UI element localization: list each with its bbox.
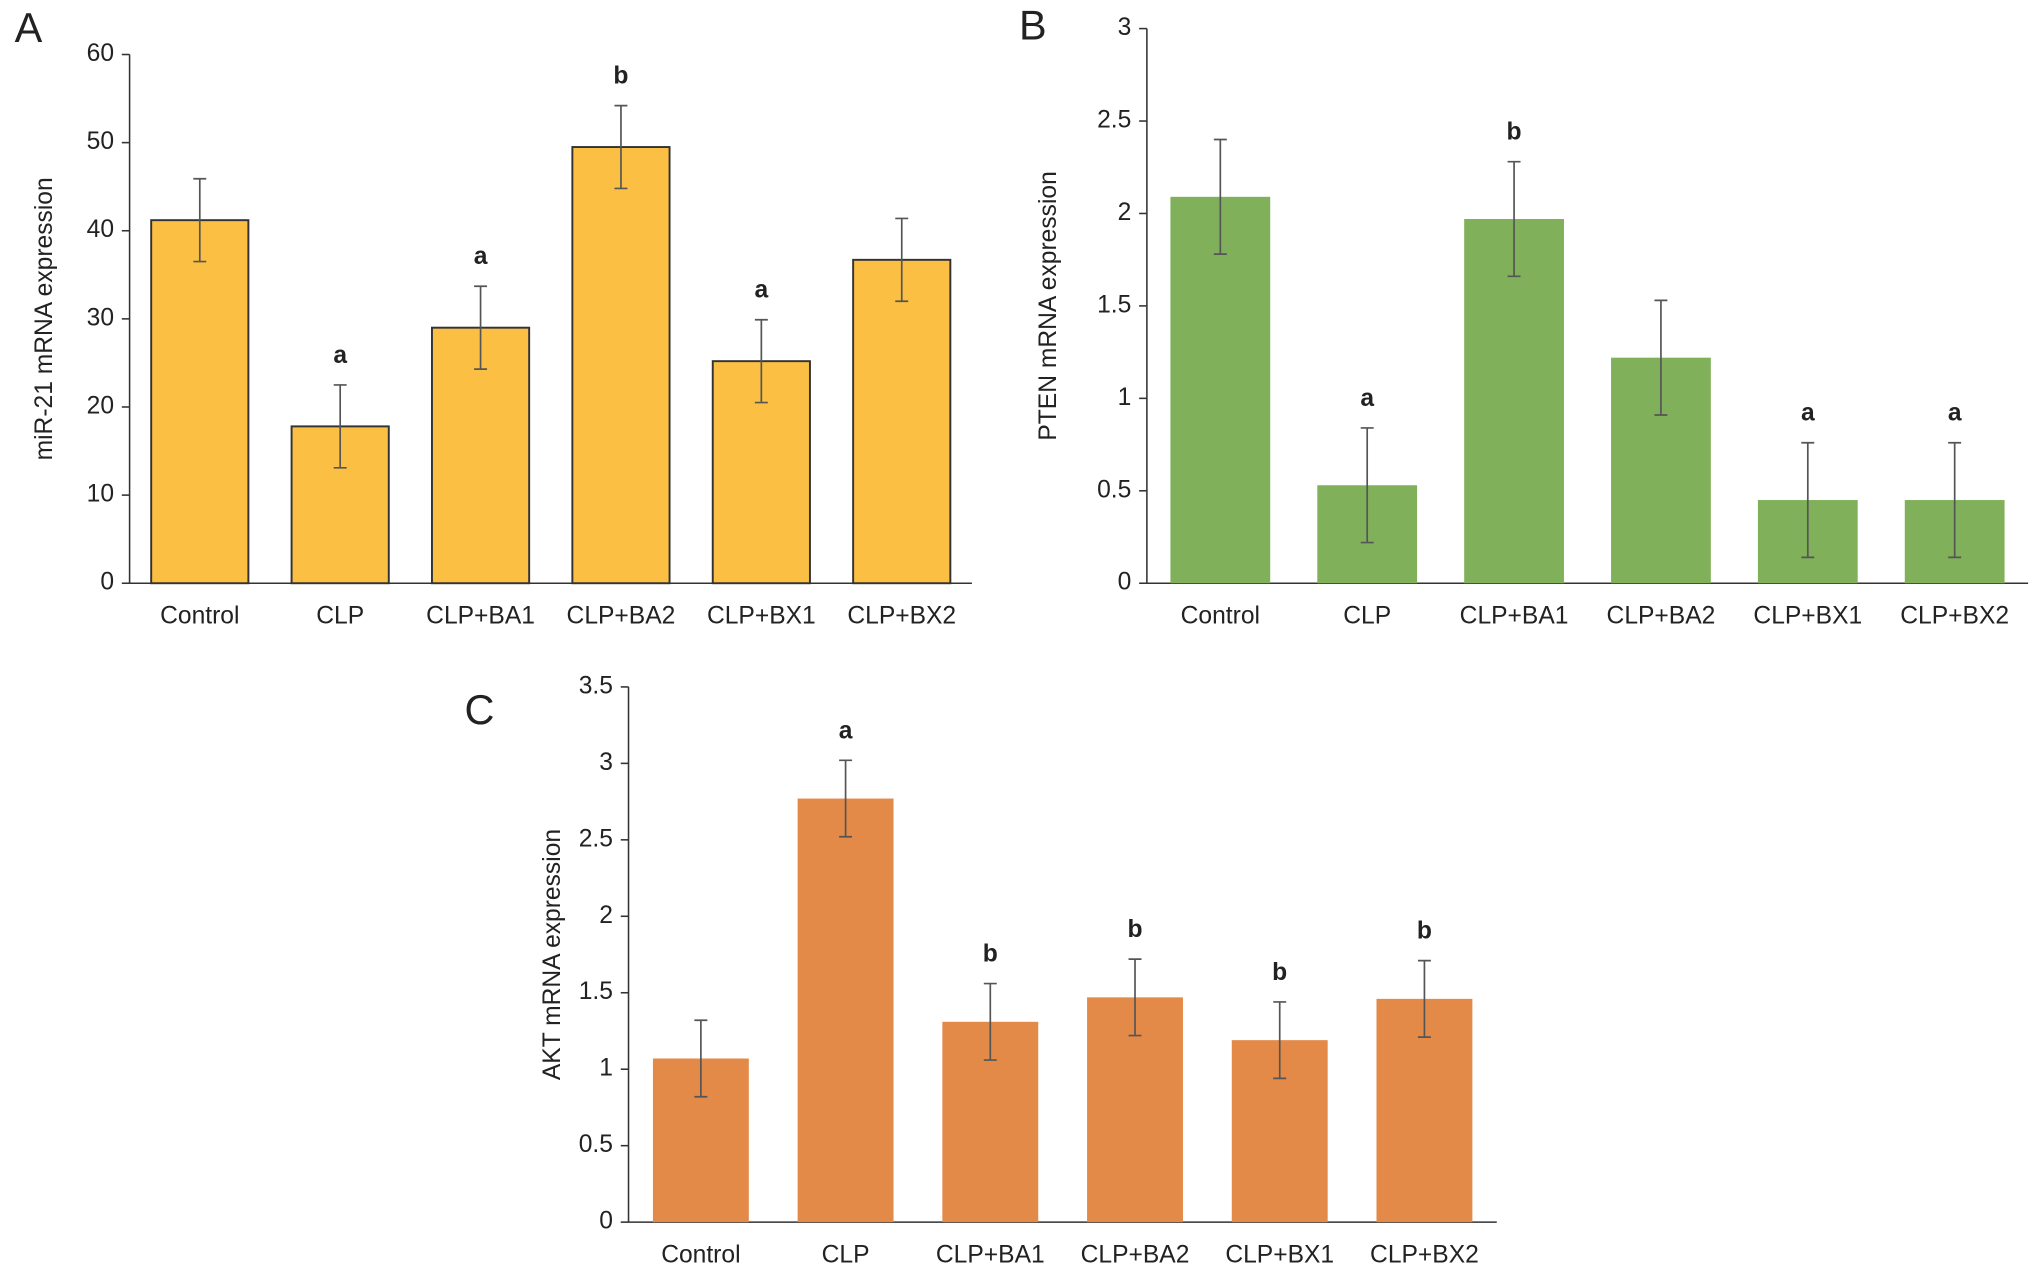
y-tick-label: 30 — [87, 304, 114, 331]
panel-label: B — [1019, 2, 1047, 49]
x-tick-label: CLP+BA2 — [567, 602, 676, 629]
significance-label: b — [613, 63, 628, 90]
error-bar — [1273, 1001, 1287, 1080]
y-tick-label: 0.5 — [1097, 476, 1131, 503]
y-tick-label: 0 — [599, 1208, 613, 1235]
x-tick-label: CLP — [316, 602, 364, 629]
bar — [797, 798, 894, 1223]
error-bar — [193, 177, 207, 263]
significance-label: a — [1948, 400, 1962, 427]
y-tick-label: 60 — [87, 40, 114, 67]
y-tick-label: 2 — [599, 902, 613, 929]
y-axis-label: AKT mRNA expression — [539, 829, 566, 1080]
error-bar — [1360, 427, 1374, 544]
x-tick-label: Control — [661, 1241, 740, 1268]
y-tick-label: 40 — [87, 216, 114, 243]
error-bar — [614, 104, 628, 190]
error-bar — [1948, 441, 1962, 559]
x-tick-label: CLP+BA2 — [1081, 1241, 1190, 1268]
significance-label: a — [1360, 385, 1374, 412]
bar — [571, 146, 671, 585]
x-tick-label: CLP+BA1 — [426, 602, 535, 629]
panel-label: A — [15, 4, 43, 51]
y-tick-label: 3 — [599, 749, 613, 776]
error-bar — [474, 285, 488, 370]
bar — [150, 219, 250, 585]
y-tick-label: 3.5 — [579, 672, 613, 699]
y-tick-label: 1 — [599, 1055, 613, 1082]
bar — [1170, 196, 1271, 584]
significance-label: a — [755, 277, 769, 304]
x-tick-label: CLP+BX1 — [1225, 1241, 1334, 1268]
error-bar — [1654, 299, 1668, 416]
y-tick-label: 2 — [1118, 199, 1132, 226]
error-bar — [983, 982, 997, 1061]
y-axis-label: miR-21 mRNA expression — [31, 177, 58, 460]
error-bar — [839, 759, 853, 838]
x-tick-label: Control — [1181, 602, 1260, 629]
error-bar — [333, 384, 347, 469]
x-tick-label: CLP+BX2 — [1900, 602, 2009, 629]
x-tick-label: Control — [160, 602, 239, 629]
x-tick-label: CLP — [1343, 602, 1391, 629]
error-bar — [1801, 441, 1815, 559]
y-tick-label: 2.5 — [579, 825, 613, 852]
y-tick-label: 1 — [1118, 384, 1132, 411]
significance-label: b — [1272, 959, 1287, 986]
y-tick-label: 1.5 — [579, 978, 613, 1005]
x-tick-label: CLP+BA1 — [936, 1241, 1045, 1268]
significance-label: b — [1417, 918, 1432, 945]
panel-label: C — [465, 686, 495, 733]
y-tick-label: 1.5 — [1097, 291, 1131, 318]
bar — [431, 326, 531, 585]
y-tick-label: 3 — [1118, 14, 1132, 41]
y-tick-label: 0 — [1118, 569, 1132, 596]
x-tick-label: CLP+BA2 — [1607, 602, 1716, 629]
significance-label: b — [983, 941, 998, 968]
y-tick-label: 10 — [87, 481, 114, 508]
x-tick-label: CLP+BX2 — [1370, 1241, 1479, 1268]
error-bar — [895, 217, 909, 303]
bar — [1464, 219, 1564, 584]
significance-label: a — [333, 342, 347, 369]
significance-label: b — [1127, 916, 1142, 943]
y-tick-label: 0 — [100, 569, 114, 596]
error-bar — [1128, 958, 1142, 1037]
significance-label: b — [1507, 119, 1522, 146]
significance-label: a — [839, 717, 853, 744]
x-tick-label: CLP+BX1 — [707, 602, 816, 629]
error-bar — [1417, 959, 1431, 1038]
bar — [852, 258, 952, 585]
x-tick-label: CLP — [822, 1241, 870, 1268]
significance-label: a — [1801, 400, 1815, 427]
significance-label: a — [474, 243, 488, 270]
y-tick-label: 50 — [87, 128, 114, 155]
error-bar — [1213, 138, 1227, 255]
y-tick-label: 0.5 — [579, 1131, 613, 1158]
y-tick-label: 2.5 — [1097, 107, 1131, 134]
error-bar — [1507, 160, 1521, 278]
x-tick-label: CLP+BA1 — [1460, 602, 1569, 629]
y-axis-label: PTEN mRNA expression — [1035, 171, 1062, 440]
x-tick-label: CLP+BX2 — [847, 602, 956, 629]
x-tick-label: CLP+BX1 — [1753, 602, 1862, 629]
error-bar — [754, 318, 768, 404]
y-tick-label: 20 — [87, 392, 114, 419]
error-bar — [694, 1019, 708, 1098]
